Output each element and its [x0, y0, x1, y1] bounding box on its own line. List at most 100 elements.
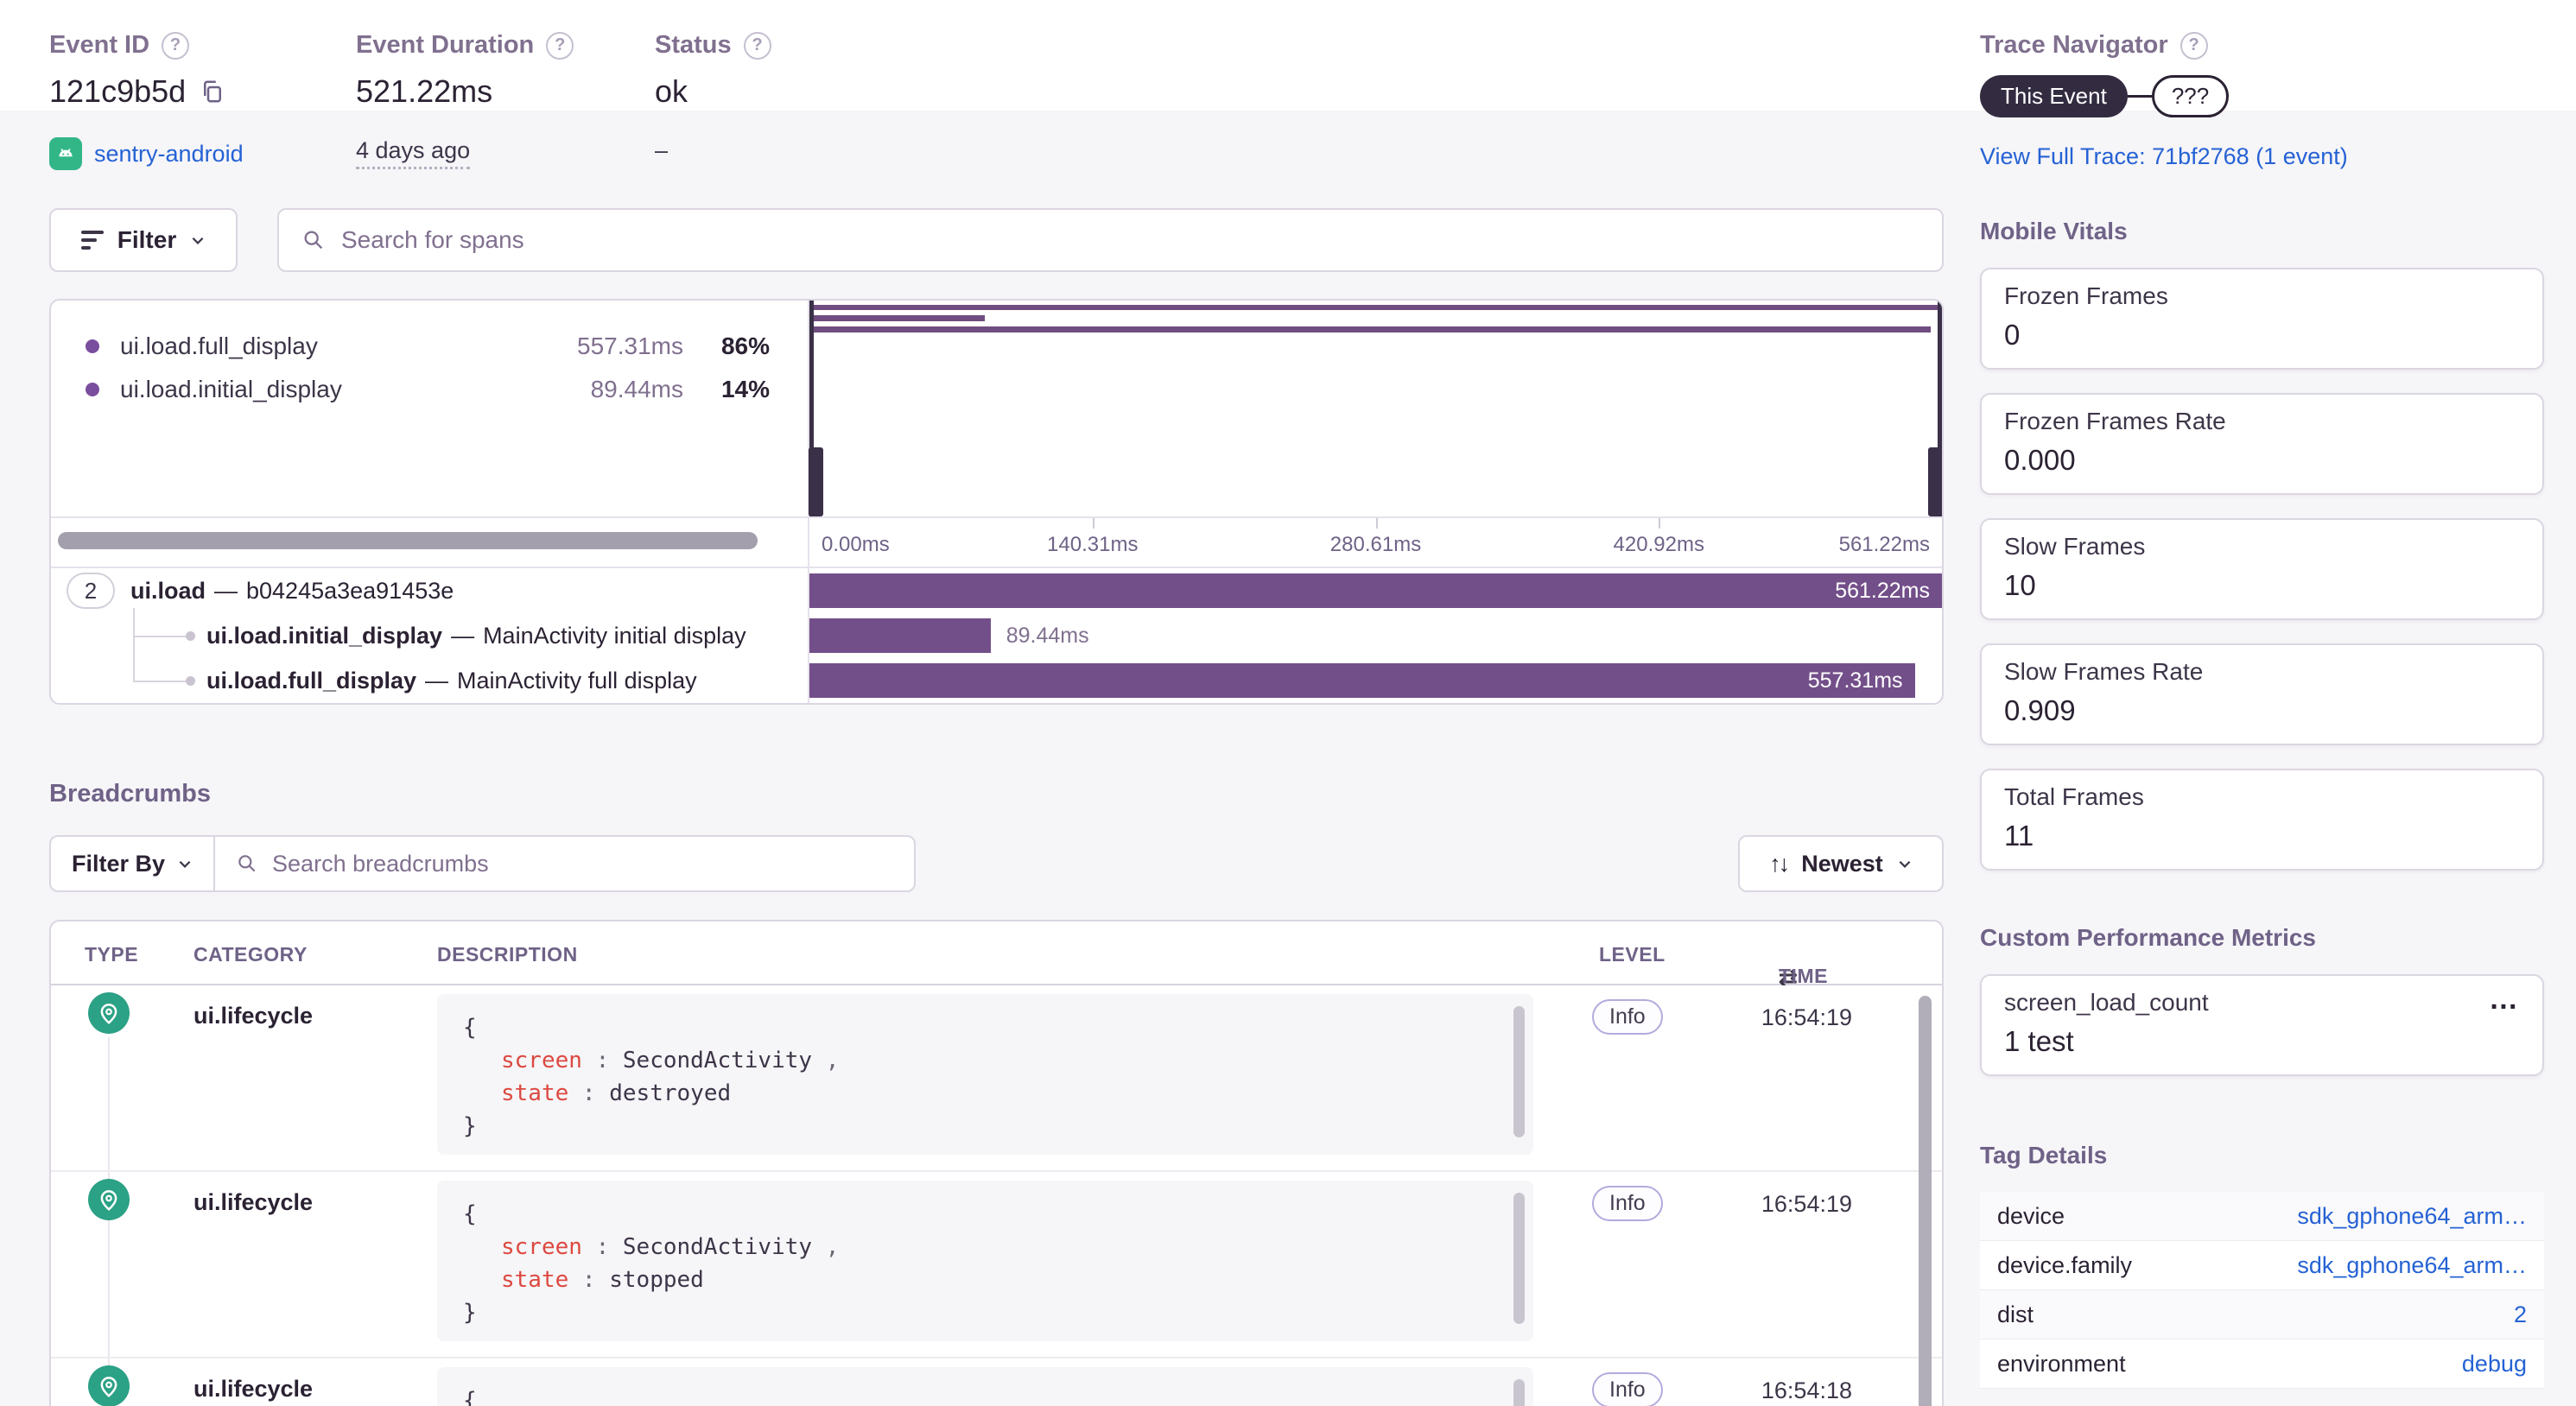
table-scrollbar-thumb[interactable]: [1919, 996, 1932, 1406]
span-bar[interactable]: 557.31ms: [809, 663, 1915, 698]
event-duration-value: 521.22ms: [356, 73, 493, 109]
span-duration: 561.22ms: [1835, 578, 1930, 603]
breadcrumb-code-block[interactable]: {: [437, 1367, 1533, 1406]
breadcrumbs-search-box[interactable]: [215, 850, 914, 877]
event-id-label: Event ID: [49, 31, 150, 59]
span-legend: ui.load.full_display 557.31ms 86% ui.loa…: [51, 301, 809, 516]
vital-card: Frozen Frames 0: [1980, 268, 2544, 370]
tree-connector: [133, 681, 187, 682]
breadcrumbs-filter-button[interactable]: Filter By: [51, 837, 216, 890]
column-header-category: CATEGORY: [194, 943, 308, 966]
android-platform-icon: [49, 137, 82, 170]
minimap-left-grip[interactable]: [809, 447, 823, 516]
span-dash: —: [451, 622, 475, 649]
this-event-pill[interactable]: This Event: [1980, 75, 2128, 117]
legend-item[interactable]: ui.load.full_display 557.31ms 86%: [51, 325, 808, 368]
tag-row: device.family sdk_gphone64_arm…: [1980, 1241, 2544, 1290]
axis-label: 561.22ms: [1838, 533, 1930, 556]
help-icon[interactable]: ?: [743, 31, 771, 60]
unknown-trace-pill[interactable]: ???: [2151, 75, 2230, 117]
minimap-span-bar: [809, 315, 986, 321]
timeline-connector: [108, 1172, 110, 1357]
legend-percent: 86%: [720, 332, 770, 359]
tree-connector: [133, 636, 187, 637]
span-dash: —: [425, 667, 449, 694]
level-badge: Info: [1592, 999, 1663, 1035]
code-scrollbar-thumb[interactable]: [1513, 1006, 1525, 1137]
event-age: 4 days ago: [356, 137, 471, 169]
breadcrumb-code-block[interactable]: { screen : SecondActivity , state : dest…: [437, 994, 1533, 1155]
breadcrumb-row: ui.lifecycle { screen : SecondActivity ,…: [51, 985, 1942, 1172]
tag-key: device: [1997, 1202, 2065, 1229]
filter-icon: [80, 231, 104, 250]
span-count-badge[interactable]: 2: [67, 573, 115, 609]
event-duration-label: Event Duration: [356, 31, 535, 59]
span-row-child[interactable]: ui.load.full_display — MainActivity full d…: [51, 658, 1942, 703]
time-axis: 0.00ms 140.31ms 280.61ms 420.92ms 561.22…: [809, 516, 1942, 567]
view-full-trace-link[interactable]: View Full Trace: 71bf2768 (1 event): [1980, 143, 2348, 169]
axis-tick: [1375, 518, 1378, 529]
tag-details-table: device sdk_gphone64_arm… device.family s…: [1980, 1192, 2544, 1389]
column-header-description: DESCRIPTION: [437, 943, 578, 966]
tag-value[interactable]: 2: [2513, 1301, 2527, 1327]
vital-label: Total Frames: [2004, 783, 2144, 810]
axis-label: 280.61ms: [1329, 533, 1422, 556]
breadcrumb-row: ui.lifecycle { Info 16:54:18: [51, 1358, 1942, 1406]
help-icon[interactable]: ?: [162, 31, 190, 60]
minimap-right-grip[interactable]: [1928, 447, 1942, 516]
breadcrumbs-search-input[interactable]: [272, 850, 893, 877]
vital-value: 0.909: [2004, 694, 2076, 726]
legend-scrollbar-track[interactable]: [51, 516, 809, 567]
code-scrollbar-thumb[interactable]: [1513, 1193, 1525, 1324]
breadcrumb-time: 16:54:19: [1761, 1004, 1852, 1030]
vital-label: Slow Frames Rate: [2004, 658, 2204, 685]
span-bar[interactable]: [809, 618, 991, 653]
minimap-right-handle[interactable]: [1938, 301, 1942, 516]
vital-card: Slow Frames Rate 0.909: [1980, 643, 2544, 745]
chevron-down-icon: [192, 237, 204, 244]
help-icon[interactable]: ?: [546, 31, 574, 60]
span-bar[interactable]: 561.22ms: [809, 573, 1942, 608]
column-header-type: TYPE: [85, 943, 139, 966]
span-row-root[interactable]: 2 ui.load — b04245a3ea91453e 561.22ms: [51, 568, 1942, 613]
breadcrumb-code-block[interactable]: { screen : SecondActivity , state : stop…: [437, 1181, 1533, 1341]
tag-value[interactable]: sdk_gphone64_arm…: [2297, 1251, 2527, 1278]
status-label: Status: [655, 31, 732, 59]
tag-value[interactable]: sdk_gphone64_arm…: [2297, 1202, 2527, 1229]
axis-label: 420.92ms: [1613, 533, 1704, 556]
span-row-child[interactable]: ui.load.initial_display — MainActivity ini…: [51, 613, 1942, 658]
tag-details-title: Tag Details: [1980, 1142, 2108, 1168]
metric-label: screen_load_count: [2004, 989, 2209, 1016]
vital-value: 10: [2004, 569, 2036, 601]
breadcrumb-category: ui.lifecycle: [194, 1189, 314, 1215]
legend-item[interactable]: ui.load.initial_display 89.44ms 14%: [51, 368, 808, 411]
span-op: ui.load: [130, 577, 206, 604]
minimap-left-handle[interactable]: [809, 301, 814, 516]
breadcrumbs-sort-button[interactable]: ↑↓ Newest: [1738, 835, 1944, 892]
tag-value[interactable]: debug: [2461, 1350, 2527, 1377]
project-link[interactable]: sentry-android: [94, 140, 244, 167]
vital-card: Frozen Frames Rate 0.000: [1980, 393, 2544, 495]
overflow-menu-icon[interactable]: …: [2489, 983, 2520, 1016]
status-sub: –: [655, 137, 669, 163]
navigation-pin-icon: [88, 1179, 130, 1220]
spans-search-input[interactable]: [341, 226, 1919, 254]
tag-row: dist 2: [1980, 1290, 2544, 1340]
trace-navigator-label: Trace Navigator: [1980, 31, 2168, 59]
span-desc: MainActivity full display: [457, 667, 697, 694]
legend-name: ui.load.full_display: [120, 332, 318, 359]
legend-name: ui.load.initial_display: [120, 376, 342, 402]
tree-connector-dot: [186, 676, 195, 686]
span-dash: —: [214, 577, 238, 604]
legend-scrollbar-thumb[interactable]: [58, 532, 758, 549]
spans-filter-button[interactable]: Filter: [49, 208, 238, 272]
code-scrollbar-thumb[interactable]: [1513, 1379, 1525, 1406]
help-icon[interactable]: ?: [2179, 31, 2208, 60]
spans-search-box[interactable]: [277, 208, 1944, 272]
span-minimap[interactable]: [809, 301, 1942, 516]
vital-value: 0.000: [2004, 444, 2076, 476]
copy-icon[interactable]: [200, 79, 225, 104]
span-op: ui.load.initial_display: [206, 622, 443, 649]
tag-key: dist: [1997, 1301, 2034, 1327]
sort-direction-icon: ⇄: [1779, 965, 1798, 991]
